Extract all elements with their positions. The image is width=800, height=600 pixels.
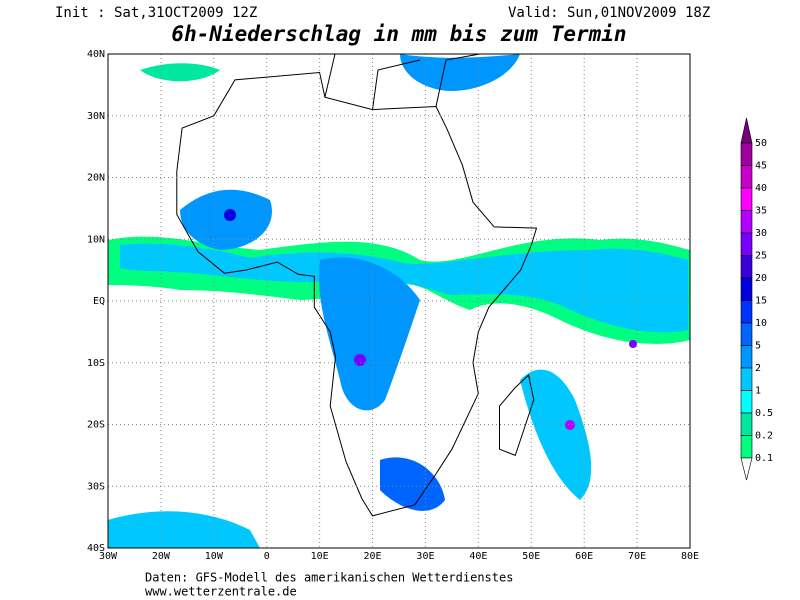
precip-blob — [520, 369, 592, 500]
precip-max — [565, 420, 575, 430]
colorbar: 50 45 40 35 30 25 20 15 10 5 2 1 0.5 0.2 0.1 — [740, 117, 773, 481]
colorbar-label: 40 — [755, 183, 767, 194]
data-source: Daten: GFS-Modell des amerikanischen Wet… — [145, 571, 513, 585]
x-tick-label: 0 — [264, 551, 270, 562]
colorbar-segment — [740, 435, 753, 459]
valid-time: Valid: Sun,01NOV2009 18Z — [508, 5, 710, 21]
y-tick-label: 30S — [87, 481, 105, 492]
colorbar-arrow — [740, 117, 753, 144]
colorbar-label: 25 — [755, 251, 767, 262]
colorbar-segment — [740, 322, 753, 346]
colorbar-label: 20 — [755, 273, 767, 284]
x-tick-label: 50E — [522, 551, 540, 562]
precip-blob — [108, 511, 260, 548]
colorbar-label: 1 — [755, 386, 761, 397]
colorbar-segment — [740, 142, 753, 166]
precip-field — [108, 54, 690, 548]
colorbar-segment — [740, 165, 753, 189]
colorbar-label: 50 — [755, 138, 767, 149]
colorbar-segment — [740, 345, 753, 369]
colorbar-arrow — [740, 457, 753, 481]
coastline — [324, 53, 481, 110]
colorbar-segment — [740, 367, 753, 391]
init-time: Init : Sat,31OCT2009 12Z — [55, 5, 257, 21]
source-url: www.wetterzentrale.de — [145, 585, 297, 599]
x-tick-label: 10W — [205, 551, 224, 562]
x-tick-label: 20E — [364, 551, 382, 562]
y-tick-label: 10N — [87, 234, 105, 245]
y-tick-label: EQ — [93, 296, 105, 307]
y-tick-label: 20S — [87, 420, 105, 431]
colorbar-label: 35 — [755, 206, 767, 217]
x-tick-label: 80E — [681, 551, 699, 562]
colorbar-segment — [740, 187, 753, 211]
x-tick-label: 30E — [416, 551, 434, 562]
coastline — [499, 374, 535, 457]
colorbar-label: 30 — [755, 228, 767, 239]
colorbar-label: 2 — [755, 363, 761, 374]
colorbar-label: 45 — [755, 161, 767, 172]
colorbar-segment — [740, 210, 753, 234]
title: 6h-Niederschlag in mm bis zum Termin — [171, 22, 626, 46]
y-tick-label: 30N — [87, 111, 105, 122]
colorbar-label: 10 — [755, 318, 767, 329]
x-tick-label: 10E — [311, 551, 329, 562]
map-area — [107, 53, 691, 549]
colorbar-segment — [740, 412, 753, 436]
precip-blob — [140, 63, 220, 82]
colorbar-label: 0.2 — [755, 431, 773, 442]
colorbar-segment — [740, 277, 753, 301]
colorbar-label: 5 — [755, 341, 761, 352]
precip-blob — [319, 257, 420, 411]
colorbar-label: 0.1 — [755, 453, 773, 464]
precip-blob — [180, 189, 272, 250]
x-tick-label: 70E — [628, 551, 646, 562]
precip-max — [629, 340, 637, 348]
map-frame — [107, 53, 691, 549]
precip-blob — [400, 54, 520, 91]
y-tick-label: 20N — [87, 173, 105, 184]
precip-max — [224, 209, 236, 221]
precip-max — [354, 354, 366, 366]
x-tick-label: 40E — [469, 551, 487, 562]
colorbar-label: 0.5 — [755, 408, 773, 419]
graticule — [108, 54, 690, 548]
x-tick-label: 20W — [152, 551, 171, 562]
colorbar-label: 15 — [755, 296, 767, 307]
colorbar-segment — [740, 255, 753, 279]
x-tick-label: 30W — [99, 551, 118, 562]
colorbar-segment — [740, 390, 753, 414]
precip-blob — [380, 457, 445, 511]
colorbar-segment — [740, 300, 753, 324]
y-tick-label: 10S — [87, 358, 105, 369]
x-tick-label: 60E — [575, 551, 593, 562]
y-tick-label: 40N — [87, 49, 105, 60]
y-tick-label: 40S — [87, 543, 105, 554]
colorbar-segment — [740, 232, 753, 256]
